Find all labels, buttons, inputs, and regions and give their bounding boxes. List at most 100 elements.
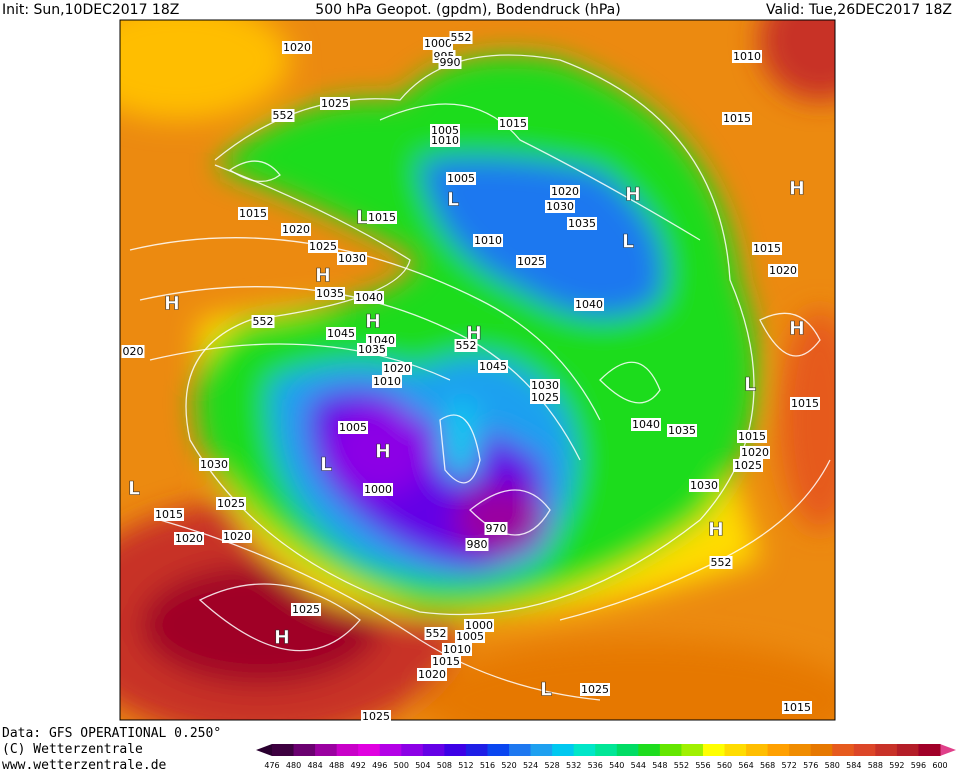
label-box [367, 211, 397, 224]
colorbar-tick-label: 512 [458, 761, 473, 770]
map-label-group: 1025 [216, 497, 246, 510]
map-label-group: 970 [484, 522, 508, 535]
map-label-group: 1000 [423, 37, 453, 50]
isobar-label: 1010 [443, 643, 471, 656]
map-label-group: 1015 [238, 207, 268, 220]
map-label-group: 1025 [320, 97, 350, 110]
label-box [326, 327, 356, 340]
colorbar-tick-label: 532 [566, 761, 581, 770]
colorbar-swatch [767, 744, 790, 756]
label-box [498, 117, 528, 130]
label-box [446, 172, 476, 185]
colorbar-swatch [832, 744, 855, 756]
isobar-label: 1030 [531, 379, 559, 392]
map-label-group: 1020 [281, 223, 311, 236]
label-box [338, 421, 368, 434]
colorbar-tick-label: 540 [609, 761, 624, 770]
colorbar-swatch [272, 744, 295, 756]
colorbar-swatch [810, 744, 833, 756]
label-box [782, 701, 812, 714]
isobar-label: 1030 [546, 200, 574, 213]
map-labels: 1020100099599055210105521025100510101015… [121, 31, 820, 723]
map-label-group: H [365, 310, 382, 333]
label-box [430, 124, 460, 137]
map-label-group: 1015 [722, 112, 752, 125]
map-label-group: L [356, 206, 369, 229]
label-box [372, 375, 402, 388]
colorbar-tick-label: 592 [889, 761, 904, 770]
label-box [174, 532, 204, 545]
map-label-group: 1010 [430, 134, 460, 147]
label-box [281, 223, 311, 236]
label-box [121, 345, 145, 358]
label-box [473, 234, 503, 247]
colorbar-swatch [487, 744, 510, 756]
colorbar-tick-label: 536 [588, 761, 603, 770]
isobar-label: 552 [273, 109, 294, 122]
label-box [733, 459, 763, 472]
map-label-group: 1005 [455, 630, 485, 643]
pressure-center: L [356, 207, 368, 229]
isobar-label: 1020 [418, 668, 446, 681]
isobar-label: 1025 [321, 97, 349, 110]
map-label-group: 1040 [354, 291, 384, 304]
map-label-group: 1025 [733, 459, 763, 472]
colorbar-swatch [573, 744, 596, 756]
map-label-group: 1010 [732, 50, 762, 63]
label-box [574, 298, 604, 311]
map-label-group: 1035 [315, 287, 345, 300]
isobar-label: 1040 [355, 291, 383, 304]
colorbar-swatch [659, 744, 682, 756]
colorbar-swatch [918, 744, 941, 756]
isobar-label: 1030 [690, 479, 718, 492]
map-label-group: L [447, 188, 460, 211]
map-label-group: 1030 [530, 379, 560, 392]
colorbar-swatch [853, 744, 876, 756]
map-label-group: 1030 [689, 479, 719, 492]
colorbar-tick-label: 476 [264, 761, 279, 770]
valid-text: Valid: Tue,26DEC2017 18Z [766, 2, 952, 18]
pressure-center: L [744, 374, 756, 396]
map-label-group: H [789, 177, 806, 200]
map-label-group: 1030 [545, 200, 575, 213]
pressure-center: H [274, 627, 290, 649]
label-box [430, 134, 460, 147]
map-label-group: 1015 [752, 242, 782, 255]
map-label-group: 1025 [361, 710, 391, 723]
isobar-label: 1005 [339, 421, 367, 434]
label-box [752, 242, 782, 255]
isobar-label: 552 [253, 315, 274, 328]
label-box [251, 315, 275, 328]
map [120, 20, 835, 720]
map-label-group: 1040 [574, 298, 604, 311]
map-label-group: 1025 [580, 683, 610, 696]
label-box [357, 343, 387, 356]
colorbar-tick-label: 500 [394, 761, 409, 770]
label-box [424, 627, 448, 640]
map-label-group: L [622, 230, 635, 253]
isobar-label: 1025 [217, 497, 245, 510]
pressure-center: H [365, 311, 381, 333]
colorbar-tick-label: 568 [760, 761, 775, 770]
isobar-label: 1035 [358, 343, 386, 356]
isobar-label: 1015 [155, 508, 183, 521]
isobar-label: 552 [451, 31, 472, 44]
map-label-group: 980 [465, 538, 489, 551]
map-label-group: 1000 [464, 619, 494, 632]
colorbar-tick-label: 508 [437, 761, 452, 770]
label-box [732, 50, 762, 63]
map-label-group: 1010 [473, 234, 503, 247]
label-box [337, 252, 367, 265]
colorbar-tick-label: 564 [738, 761, 753, 770]
colorbar-tick-label: 584 [846, 761, 861, 770]
map-label-group: 1020 [174, 532, 204, 545]
colorbar-end [940, 744, 956, 756]
colorbar-swatch [358, 744, 381, 756]
map-label-group: 1030 [199, 458, 229, 471]
colorbar-tick-label: 496 [372, 761, 387, 770]
label-box [442, 643, 472, 656]
copyright: (C) Wetterzentrale [2, 742, 143, 757]
isobar-label: 1015 [368, 211, 396, 224]
map-label-group: 552 [251, 315, 275, 328]
